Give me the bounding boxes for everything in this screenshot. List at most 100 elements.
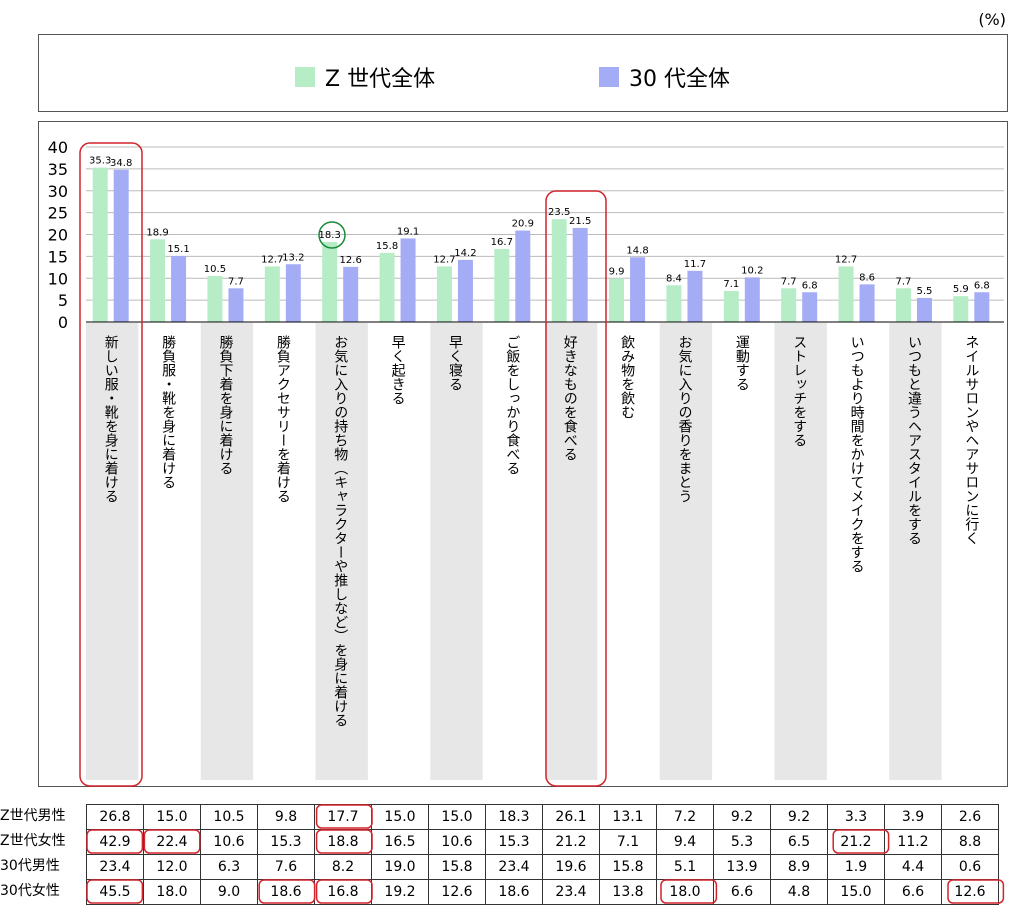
bar-value-label: 10.5 <box>204 264 226 275</box>
table-cell: 1.9 <box>827 854 885 880</box>
table-cell: 6.5 <box>770 829 828 855</box>
table-cell: 15.3 <box>485 829 543 855</box>
bar <box>916 297 932 322</box>
y-tick-label: 25 <box>48 204 68 223</box>
table-row: 45.5 18.0 9.0 18.6 16.8 19.2 12.6 18.6 23.4 13.8 1… <box>86 879 999 905</box>
table-cell: 13.8 <box>599 879 657 905</box>
bar <box>113 169 129 322</box>
bar-value-label: 6.8 <box>974 280 990 291</box>
bar <box>228 288 244 322</box>
bar <box>687 270 703 322</box>
category-label: ストレッチをする <box>791 335 807 447</box>
bar <box>457 259 473 322</box>
category-label: お気に入りの香りをまとう <box>676 335 692 503</box>
category-band <box>315 323 368 780</box>
table-cell: 21.2 <box>542 829 600 855</box>
table-cell: 7.1 <box>599 829 657 855</box>
category-label: お気に入りの持ち物（キャラクターや推しなど）を身に着ける <box>332 335 348 727</box>
table-cell: 15.0 <box>143 804 201 830</box>
table-cell: 23.4 <box>485 854 543 880</box>
table-row: 23.4 12.0 6.3 7.6 8.2 19.0 15.8 23.4 19.6 15.8 5.1… <box>86 854 999 880</box>
bar-value-label: 12.7 <box>835 254 857 265</box>
category-band <box>200 323 254 780</box>
table-cell: 26.1 <box>542 804 600 830</box>
y-tick-label: 5 <box>58 291 68 310</box>
y-tick-label: 40 <box>48 138 68 157</box>
bar-value-label: 8.6 <box>859 272 875 283</box>
bar-value-label: 12.6 <box>340 255 362 266</box>
bar-value-label: 16.7 <box>491 237 513 248</box>
bar-value-label: 6.8 <box>802 280 818 291</box>
legend-item-z: Z 世代全体 <box>295 61 435 93</box>
table-cell: 23.4 <box>542 879 600 905</box>
table-cell: 42.9 <box>86 829 144 855</box>
table-row-labels: Z世代男性 Z世代女性 30代男性 30代女性 <box>0 804 86 904</box>
bar-value-label: 21.5 <box>569 216 591 227</box>
table-cell: 22.4 <box>143 829 201 855</box>
bar-value-label: 7.7 <box>895 276 911 287</box>
table-cell: 9.4 <box>656 829 714 855</box>
legend-item-30: 30 代全体 <box>599 61 730 93</box>
bar-value-label: 13.2 <box>282 252 304 263</box>
bar <box>264 266 280 322</box>
bar <box>859 284 875 322</box>
bar <box>781 288 797 322</box>
bar <box>551 219 567 322</box>
bar-value-label: 35.3 <box>89 156 111 167</box>
table-row: 26.8 15.0 10.5 9.8 17.7 15.0 15.0 18.3 26.1 13.1 7… <box>86 804 999 830</box>
table-cell: 7.2 <box>656 804 714 830</box>
category-label: 勝負アクセサリーを着ける <box>275 335 291 503</box>
table-cell: 15.0 <box>428 804 486 830</box>
category-label: 勝負下着を身に着ける <box>217 335 233 475</box>
table-cell: 9.2 <box>770 804 828 830</box>
bar-value-label: 5.9 <box>953 284 969 295</box>
bar <box>723 290 739 322</box>
table-cell: 13.1 <box>599 804 657 830</box>
table-cell: 8.2 <box>314 854 372 880</box>
table-cell: 9.0 <box>200 879 258 905</box>
table-cell: 12.6 <box>428 879 486 905</box>
bar <box>322 241 338 322</box>
plot-frame <box>38 121 1008 787</box>
bar <box>630 257 646 322</box>
table-cell: 19.2 <box>371 879 429 905</box>
category-label: いつもと違うヘアスタイルをする <box>906 335 922 545</box>
table-cell: 9.8 <box>257 804 315 830</box>
y-tick-label: 20 <box>48 226 68 245</box>
bar <box>802 292 818 322</box>
table-cell: 16.5 <box>371 829 429 855</box>
bar <box>150 239 166 322</box>
category-band <box>430 323 483 780</box>
bar <box>285 264 301 322</box>
bar-value-label: 14.2 <box>454 248 476 259</box>
bar <box>953 296 969 322</box>
bar <box>92 167 108 322</box>
bar <box>171 255 187 322</box>
table-cell: 3.9 <box>884 804 942 830</box>
y-tick-label: 35 <box>48 160 68 179</box>
table-cell: 3.3 <box>827 804 885 830</box>
bar <box>207 276 223 322</box>
table-cell: 18.6 <box>257 879 315 905</box>
category-band <box>774 323 827 780</box>
table-cell: 18.0 <box>143 879 201 905</box>
category-label: いつもより時間をかけてメイクをする <box>849 335 865 573</box>
table-cell: 6.3 <box>200 854 258 880</box>
row-label: Z世代男性 <box>0 808 66 824</box>
table-cell: 13.9 <box>713 854 771 880</box>
table-cell: 26.8 <box>86 804 144 830</box>
bar-value-label: 14.8 <box>626 245 648 256</box>
category-label: ネイルサロンやヘアサロンに行く <box>963 335 979 545</box>
table-cell: 9.2 <box>713 804 771 830</box>
bar-value-label: 5.5 <box>916 286 932 297</box>
bar-value-label: 10.2 <box>741 265 763 276</box>
table-cell: 18.3 <box>485 804 543 830</box>
table-cell: 8.9 <box>770 854 828 880</box>
y-tick-label: 15 <box>48 247 68 266</box>
table-cell: 10.6 <box>428 829 486 855</box>
table-cell: 0.6 <box>941 854 999 880</box>
y-tick-label: 30 <box>48 182 68 201</box>
bar-value-label: 7.1 <box>723 279 739 290</box>
table-cell: 19.0 <box>371 854 429 880</box>
legend-label-30: 30 代全体 <box>629 67 730 92</box>
